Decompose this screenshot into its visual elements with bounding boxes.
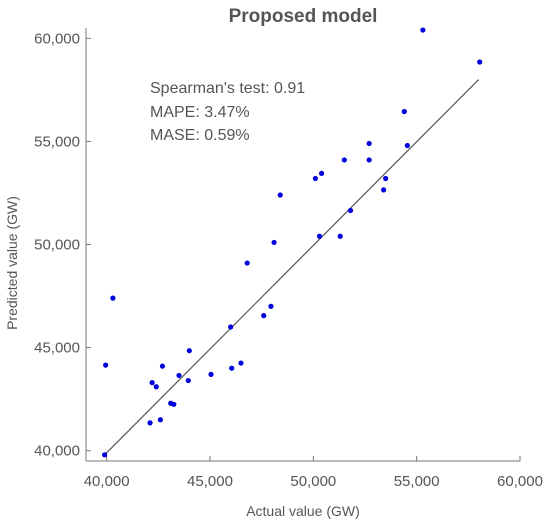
data-point <box>229 365 235 371</box>
data-point <box>261 313 267 319</box>
data-point <box>244 260 250 266</box>
data-point <box>477 59 483 65</box>
data-point <box>366 157 372 163</box>
data-point <box>149 380 155 386</box>
data-point <box>238 360 244 366</box>
data-point <box>147 420 153 426</box>
y-axis-ticks: 40,000 45,000 50,000 55,000 60,000 <box>34 30 91 460</box>
data-point <box>383 175 389 182</box>
x-tick-label: 60,000 <box>497 473 543 490</box>
x-tick-label: 50,000 <box>290 473 336 490</box>
data-point <box>366 140 372 147</box>
data-point <box>176 372 182 379</box>
x-tick-label: 45,000 <box>187 473 233 490</box>
data-point <box>228 324 234 330</box>
y-tick-label: 40,000 <box>34 443 80 460</box>
data-point <box>103 362 109 368</box>
data-points <box>102 27 483 458</box>
y-tick-label: 55,000 <box>34 133 80 150</box>
data-point <box>185 377 191 384</box>
data-point <box>341 157 347 163</box>
data-point <box>268 303 274 309</box>
annotation-mase: MASE: 0.59% <box>150 127 250 144</box>
data-point <box>319 170 325 176</box>
chart-title: Proposed model <box>229 6 378 27</box>
data-point <box>208 371 214 377</box>
annotation-spearman: Spearman's test: 0.91 <box>150 80 305 97</box>
data-point <box>277 192 283 198</box>
annotations: Spearman's test: 0.91 MAPE: 3.47% MASE: … <box>150 80 305 144</box>
data-point <box>157 417 163 423</box>
x-axis-label: Actual value (GW) <box>246 503 360 519</box>
data-point <box>159 363 166 369</box>
x-axis-ticks: 40,000 45,000 50,000 55,000 60,000 <box>84 456 543 490</box>
y-tick-label: 60,000 <box>34 30 80 47</box>
data-point <box>102 452 108 458</box>
y-axis-label: Predicted value (GW) <box>4 196 20 330</box>
data-point <box>110 295 116 301</box>
x-tick-label: 40,000 <box>84 473 130 490</box>
data-point <box>153 384 159 390</box>
annotation-mape: MAPE: 3.47% <box>150 104 250 121</box>
data-point <box>401 108 407 115</box>
data-point <box>271 239 277 246</box>
data-point <box>337 233 343 239</box>
data-point <box>347 207 354 214</box>
data-point <box>186 348 192 354</box>
fit-line <box>104 79 480 456</box>
data-point <box>404 142 410 149</box>
data-point <box>312 175 318 182</box>
data-point <box>316 233 323 239</box>
y-tick-label: 50,000 <box>34 237 80 254</box>
data-point <box>420 27 426 33</box>
data-point <box>381 187 387 193</box>
data-point <box>171 401 177 407</box>
y-tick-label: 45,000 <box>34 340 80 357</box>
x-tick-label: 55,000 <box>394 473 440 490</box>
